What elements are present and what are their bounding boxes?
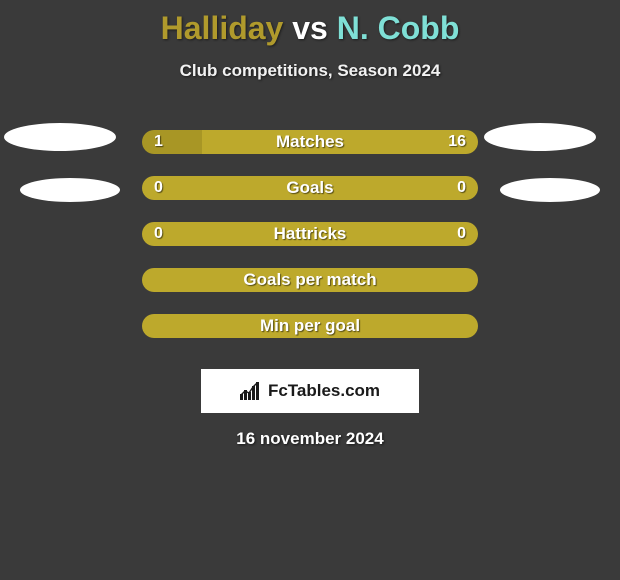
decorative-oval <box>500 178 600 202</box>
page-title: Halliday vs N. Cobb <box>0 0 620 47</box>
stat-bar: Hattricks00 <box>142 222 478 246</box>
stat-rows: Matches116 Goals00 Hattricks00 Goals per ma… <box>0 119 620 349</box>
title-vs: vs <box>292 10 328 46</box>
decorative-oval <box>4 123 116 151</box>
title-player-b: N. Cobb <box>337 10 460 46</box>
decorative-oval <box>484 123 596 151</box>
footer-date: 16 november 2024 <box>0 429 620 449</box>
stat-row: Hattricks00 <box>0 211 620 257</box>
stat-seg-a <box>142 130 202 154</box>
stat-seg-b <box>142 314 478 338</box>
decorative-oval <box>20 178 120 202</box>
footer-badge-text: FcTables.com <box>268 381 380 401</box>
stat-seg-b <box>142 176 478 200</box>
stat-bar: Goals per match <box>142 268 478 292</box>
stat-seg-b <box>142 268 478 292</box>
stat-bar: Goals00 <box>142 176 478 200</box>
footer-badge: FcTables.com <box>201 369 419 413</box>
bars-icon <box>240 382 262 400</box>
stat-seg-b <box>202 130 478 154</box>
title-player-a: Halliday <box>161 10 284 46</box>
stat-row: Min per goal <box>0 303 620 349</box>
subtitle: Club competitions, Season 2024 <box>0 61 620 81</box>
stat-row: Goals per match <box>0 257 620 303</box>
stat-bar: Min per goal <box>142 314 478 338</box>
stat-seg-b <box>142 222 478 246</box>
stat-bar: Matches116 <box>142 130 478 154</box>
